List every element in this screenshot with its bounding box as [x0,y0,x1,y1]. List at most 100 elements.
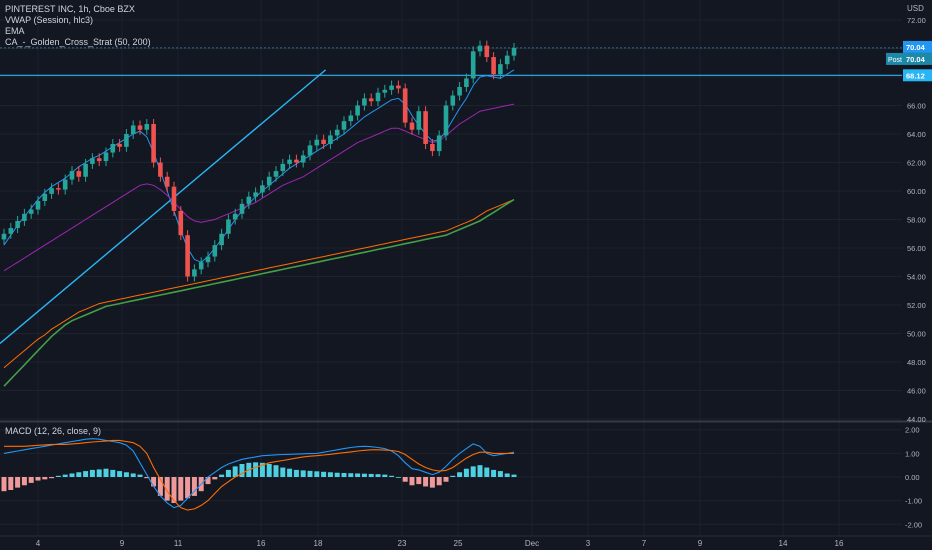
time-tick-label: 16 [257,539,266,548]
histogram-bar [219,474,225,477]
candle-body [158,162,163,177]
currency-label: USD [907,4,924,13]
time-axis: 4 9 11 16 18 23 25 Dec 3 7 9 14 16 [36,539,844,548]
histogram-bar [361,473,367,477]
candle-body [477,45,483,52]
histogram-bar [457,472,463,477]
histogram-bar [205,477,211,485]
price-tick-label: 64.00 [907,130,926,139]
histogram-bar [497,471,503,477]
series-line-3 [3,198,515,387]
price-label: 70.04 [906,43,926,52]
candle-body [1,233,7,240]
histogram-bar [321,471,327,477]
price-label-bg [903,40,932,53]
candle-body [430,143,435,152]
histogram-bar [450,475,456,477]
histogram-bar [314,471,320,477]
histogram-bar [259,462,265,477]
macd-legend-item[interactable]: MACD (12, 26, close, 9) [5,426,102,436]
candle-body [62,179,68,190]
candle-body [457,86,462,96]
histogram-bar [21,477,27,486]
candle-body [15,220,20,229]
candle-body [226,219,231,234]
strategy-legend-item[interactable]: CA_-_Golden_Cross_Strat (50, 200) [5,37,151,47]
candle-body [83,163,88,177]
histogram-bar [232,466,238,477]
candle-body [375,92,381,102]
histogram-bar [35,477,41,481]
candle-body [164,176,170,187]
candle-body [396,85,401,89]
price-tick-label: 54.00 [907,273,926,282]
time-tick-label: 4 [36,539,41,548]
histogram-bar [484,467,490,477]
histogram-bar [103,468,109,477]
candle-body [212,245,218,257]
macd-lines [3,438,515,511]
candle-body [22,213,27,221]
histogram-bar [511,474,517,477]
macd-tick-label: -2.00 [905,520,922,529]
candle-body [35,200,41,210]
indicator-legend: PINTEREST INC, 1h, Cboe BZX VWAP (Sessio… [5,4,151,48]
price-axis-panel[interactable] [902,0,932,550]
histogram-bar [375,474,381,477]
histogram-bar [164,477,170,501]
histogram-bar [463,468,469,477]
candle-body [205,256,211,263]
histogram-bar [355,473,361,477]
histogram-bar [171,477,177,503]
macd-histogram [1,462,517,503]
candle-body [300,155,306,163]
vwap-legend-item[interactable]: VWAP (Session, hlc3) [5,15,94,25]
ema-legend-item[interactable]: EMA [5,26,25,36]
candle-body [389,85,394,90]
price-label-tag-bg [886,52,903,65]
histogram-bar [389,475,395,477]
candle-body [498,64,503,75]
time-tick-label: 7 [642,539,647,548]
macd-tick-label: 0.00 [905,473,920,482]
candle-body [192,269,197,277]
histogram-bar [144,477,150,479]
histogram-bar [225,469,231,477]
histogram-bar [123,472,129,477]
histogram-bar [293,469,299,477]
histogram-bar [42,477,48,480]
candle-body [504,55,510,65]
histogram-bar [491,469,497,477]
histogram-bar [348,473,354,477]
candle-body [443,105,449,136]
series-line-1 [3,103,515,272]
histogram-bar [117,471,123,477]
time-tick-label: 9 [698,539,703,548]
histogram-bar [287,468,293,477]
histogram-bar [436,477,442,486]
histogram-bar [239,464,245,477]
candle-body [232,213,238,220]
histogram-bar [62,474,68,477]
candle-body [355,105,360,116]
candle-body [144,124,150,130]
price-tick-label: 48.00 [907,358,926,367]
histogram-bar [49,477,55,479]
price-label: 70.04 [906,55,926,64]
histogram-bar [185,477,191,499]
time-tick-label: 18 [314,539,323,548]
histogram-bar [96,469,102,477]
candle-body [219,233,224,246]
price-label-bg [903,69,932,82]
candle-body [137,125,143,130]
trendline-layer[interactable] [0,69,327,345]
time-tick-label: Dec [525,539,539,548]
price-tick-label: 56.00 [907,244,926,253]
series-line-2 [3,199,515,369]
horizontal-levels[interactable] [0,47,902,76]
price-tick-label: 72.00 [907,16,926,25]
histogram-bar [266,464,272,477]
symbol-title[interactable]: PINTEREST INC, 1h, Cboe BZX [5,4,135,14]
histogram-bar [382,474,388,477]
